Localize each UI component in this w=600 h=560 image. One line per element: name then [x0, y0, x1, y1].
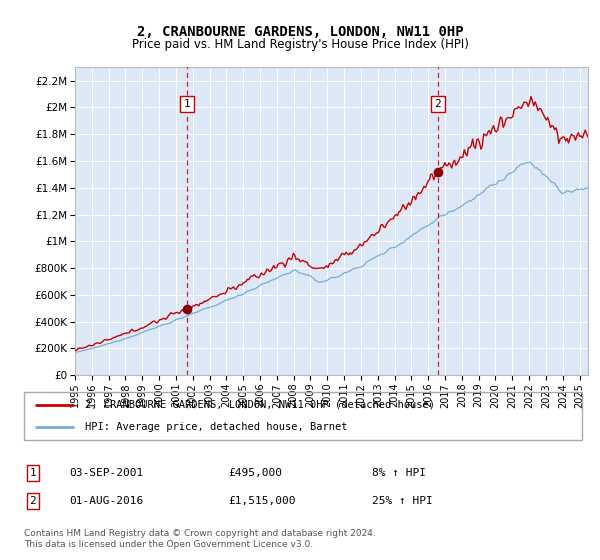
Text: 2: 2 [434, 99, 442, 109]
Text: £1,515,000: £1,515,000 [228, 496, 296, 506]
Text: £495,000: £495,000 [228, 468, 282, 478]
Text: 8% ↑ HPI: 8% ↑ HPI [372, 468, 426, 478]
Text: 25% ↑ HPI: 25% ↑ HPI [372, 496, 433, 506]
Text: Contains HM Land Registry data © Crown copyright and database right 2024.
This d: Contains HM Land Registry data © Crown c… [24, 529, 376, 549]
Text: 01-AUG-2016: 01-AUG-2016 [69, 496, 143, 506]
Text: Price paid vs. HM Land Registry's House Price Index (HPI): Price paid vs. HM Land Registry's House … [131, 38, 469, 50]
Text: 1: 1 [29, 468, 37, 478]
Text: HPI: Average price, detached house, Barnet: HPI: Average price, detached house, Barn… [85, 422, 348, 432]
Text: 2: 2 [29, 496, 37, 506]
Text: 03-SEP-2001: 03-SEP-2001 [69, 468, 143, 478]
Text: 2, CRANBOURNE GARDENS, LONDON, NW11 0HP: 2, CRANBOURNE GARDENS, LONDON, NW11 0HP [137, 25, 463, 39]
Text: 2, CRANBOURNE GARDENS, LONDON, NW11 0HP (detached house): 2, CRANBOURNE GARDENS, LONDON, NW11 0HP … [85, 400, 436, 410]
Text: 1: 1 [184, 99, 191, 109]
